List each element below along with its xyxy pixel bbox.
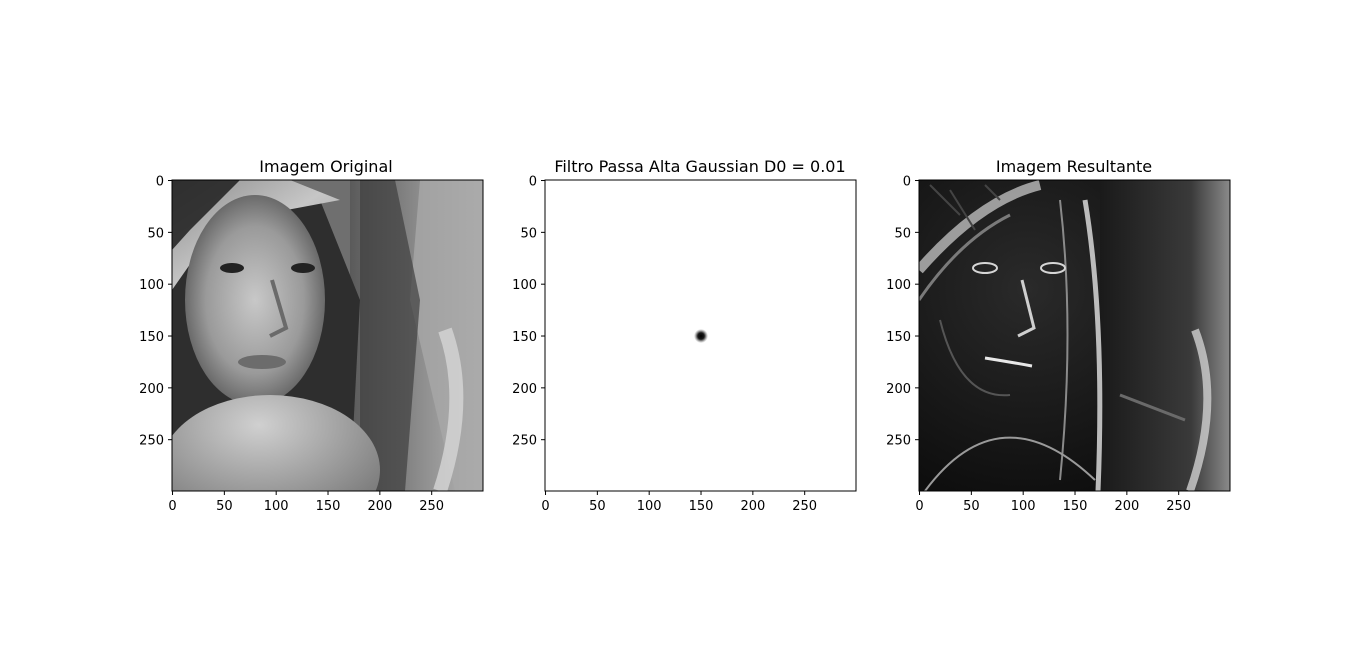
x-tick-label: 0 xyxy=(168,499,176,514)
x-tick-label: 50 xyxy=(963,499,980,514)
panel-filter: Filtro Passa Alta Gaussian D0 = 0.01 0 50… xyxy=(512,157,857,514)
x-ticks: 0 50 100 150 200 250 xyxy=(168,491,444,514)
y-tick-label: 100 xyxy=(139,278,164,293)
image-result xyxy=(919,180,1230,491)
y-tick-label: 150 xyxy=(512,330,537,345)
y-tick-label: 250 xyxy=(139,434,164,449)
y-tick-label: 0 xyxy=(529,175,537,190)
y-ticks: 0 50 100 150 200 250 xyxy=(139,175,172,449)
x-tick-label: 250 xyxy=(792,499,817,514)
y-tick-label: 250 xyxy=(512,434,537,449)
y-tick-label: 200 xyxy=(886,382,911,397)
image-filter xyxy=(545,180,856,491)
x-tick-label: 50 xyxy=(589,499,606,514)
x-tick-label: 50 xyxy=(216,499,233,514)
panel-title: Imagem Original xyxy=(259,157,392,176)
axes-frame xyxy=(171,179,484,492)
x-tick-label: 150 xyxy=(689,499,714,514)
axes-frame xyxy=(918,179,1231,492)
x-tick-label: 200 xyxy=(1114,499,1139,514)
y-tick-label: 50 xyxy=(147,226,164,241)
x-tick-label: 200 xyxy=(740,499,765,514)
x-tick-label: 100 xyxy=(1011,499,1036,514)
x-tick-label: 150 xyxy=(316,499,341,514)
y-tick-label: 150 xyxy=(886,330,911,345)
y-tick-label: 0 xyxy=(903,175,911,190)
y-tick-label: 100 xyxy=(512,278,537,293)
x-ticks: 0 50 100 150 200 250 xyxy=(541,491,817,514)
x-tick-label: 150 xyxy=(1063,499,1088,514)
x-tick-label: 100 xyxy=(264,499,289,514)
panel-title: Imagem Resultante xyxy=(996,157,1152,176)
x-tick-label: 0 xyxy=(541,499,549,514)
x-tick-label: 0 xyxy=(915,499,923,514)
y-tick-label: 50 xyxy=(894,226,911,241)
panel-title: Filtro Passa Alta Gaussian D0 = 0.01 xyxy=(554,157,845,176)
x-tick-label: 200 xyxy=(367,499,392,514)
y-tick-label: 100 xyxy=(886,278,911,293)
y-tick-label: 150 xyxy=(139,330,164,345)
y-tick-label: 50 xyxy=(520,226,537,241)
y-tick-label: 200 xyxy=(139,382,164,397)
image-original xyxy=(172,180,483,491)
x-tick-label: 250 xyxy=(1166,499,1191,514)
panel-original: Imagem Original 0 50 1 xyxy=(139,157,484,514)
y-tick-label: 200 xyxy=(512,382,537,397)
y-ticks: 0 50 100 150 200 250 xyxy=(512,175,545,449)
gaussian-spot xyxy=(694,329,709,344)
y-tick-label: 0 xyxy=(156,175,164,190)
x-tick-label: 100 xyxy=(637,499,662,514)
x-ticks: 0 50 100 150 200 250 xyxy=(915,491,1191,514)
y-ticks: 0 50 100 150 200 250 xyxy=(886,175,919,449)
x-tick-label: 250 xyxy=(419,499,444,514)
axes-frame xyxy=(544,179,857,492)
y-tick-label: 250 xyxy=(886,434,911,449)
